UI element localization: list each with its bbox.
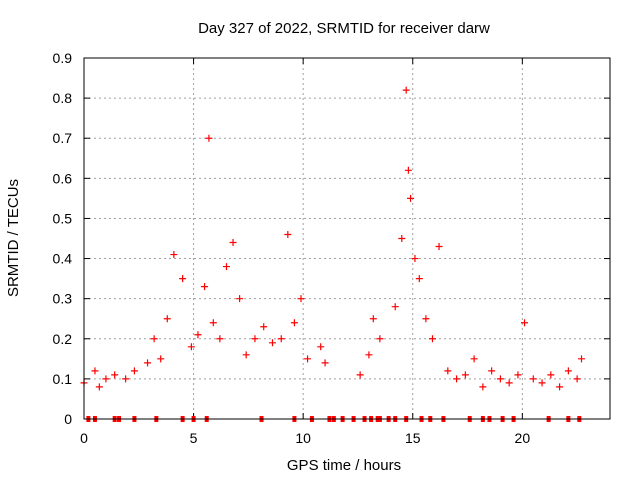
data-point (201, 283, 209, 291)
data-point (479, 383, 487, 391)
x-tick-label: 15 (405, 430, 421, 446)
data-point (422, 315, 430, 323)
x-axis-ticks: 0 5 10 15 20 (80, 58, 530, 446)
chart-title: Day 327 of 2022, SRMTID for receiver dar… (198, 20, 490, 37)
x-tick-label: 10 (295, 430, 311, 446)
data-point (317, 343, 325, 351)
data-point (529, 375, 537, 383)
data-point (398, 235, 406, 242)
data-point (321, 359, 329, 367)
data-point (407, 194, 415, 202)
data-point (260, 323, 268, 331)
y-axis-ticks: 0 0.1 0.2 0.3 0.4 0.5 0.6 0.7 0.8 0.9 (53, 50, 610, 427)
data-point (453, 375, 461, 383)
data-point (179, 275, 187, 283)
data-point (365, 351, 373, 359)
y-tick-label: 0.1 (53, 371, 73, 387)
data-point (514, 371, 522, 379)
y-tick-label: 0.8 (53, 90, 73, 106)
x-axis-label: GPS time / hours (287, 457, 401, 474)
data-point (505, 379, 513, 387)
y-tick-label: 0.5 (53, 210, 73, 226)
y-axis-label: SRMTID / TECUs (5, 179, 22, 297)
x-tick-label: 5 (190, 430, 198, 446)
data-point (144, 359, 152, 367)
data-point (209, 319, 217, 327)
data-point (496, 375, 504, 383)
data-point (290, 319, 298, 327)
data-point (277, 335, 285, 343)
data-point (376, 335, 384, 343)
data-point (91, 367, 99, 375)
data-point (268, 339, 276, 347)
data-point (95, 383, 103, 391)
y-tick-label: 0.7 (53, 130, 73, 146)
x-tick-label: 20 (515, 430, 531, 446)
data-point (428, 335, 436, 343)
data-point (251, 335, 259, 343)
y-tick-label: 0.9 (53, 50, 73, 66)
data-point (402, 86, 410, 94)
data-point (222, 263, 230, 271)
data-point (435, 243, 443, 251)
data-point (150, 335, 158, 343)
data-point (391, 303, 399, 311)
data-point (461, 371, 469, 379)
data-point (284, 230, 292, 238)
data-point (521, 319, 529, 327)
y-tick-label: 0.2 (53, 331, 73, 347)
y-tick-label: 0.3 (53, 291, 73, 307)
data-point (556, 383, 564, 391)
data-point (369, 315, 377, 323)
data-point (564, 367, 572, 375)
data-point (415, 275, 423, 283)
data-point (538, 379, 546, 387)
data-point (157, 355, 165, 363)
plot-frame (83, 57, 611, 420)
data-point (444, 367, 452, 375)
data-point (170, 251, 178, 259)
data-point (130, 367, 138, 375)
data-point (578, 355, 586, 363)
data-point (229, 239, 237, 247)
data-point (205, 134, 213, 142)
data-point (411, 255, 419, 263)
gridlines (84, 58, 610, 419)
data-point (122, 375, 130, 383)
x-tick-label: 0 (80, 430, 88, 446)
y-tick-label: 0.6 (53, 170, 73, 186)
data-point (404, 166, 412, 174)
data-point (236, 295, 244, 303)
data-point (216, 335, 224, 343)
data-point (163, 315, 171, 323)
data-point (297, 295, 305, 303)
data-point (573, 375, 581, 383)
data-point (356, 371, 364, 379)
data-point (488, 367, 496, 375)
y-tick-label: 0 (64, 411, 72, 427)
data-point (547, 371, 555, 379)
data-point (242, 351, 250, 359)
y-tick-label: 0.4 (53, 251, 73, 267)
data-point (187, 343, 195, 351)
data-point (194, 331, 202, 339)
data-point (470, 355, 478, 363)
data-point (102, 375, 110, 383)
data-point (304, 355, 312, 363)
data-point (111, 371, 119, 379)
data-points (80, 86, 586, 422)
